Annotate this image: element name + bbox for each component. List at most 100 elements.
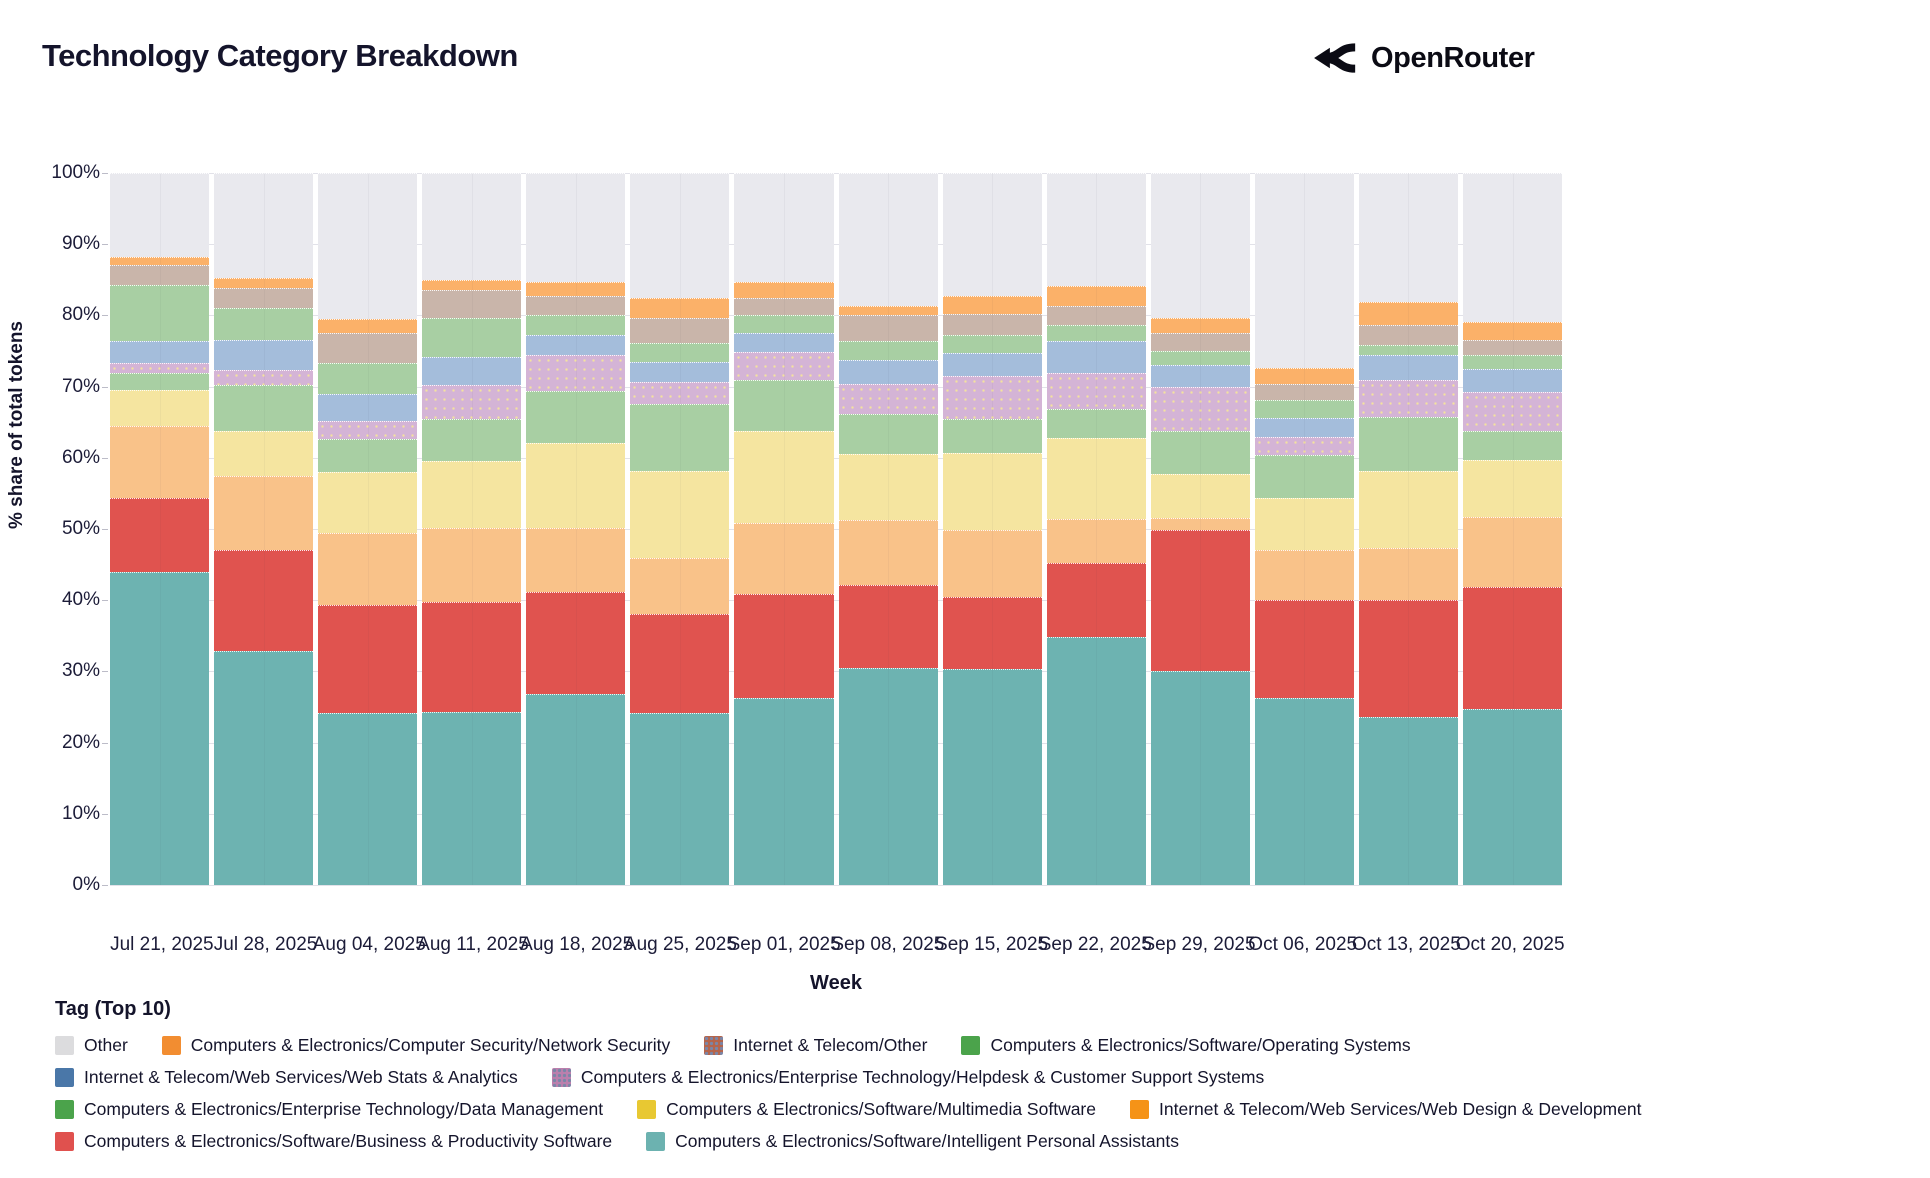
bar-segment[interactable]	[734, 593, 834, 698]
bar-segment[interactable]	[110, 571, 210, 885]
bar-segment[interactable]	[110, 373, 210, 391]
legend-item[interactable]: Computers & Electronics/Enterprise Techn…	[551, 1067, 1264, 1088]
bar-segment[interactable]	[526, 442, 626, 529]
bar-segment[interactable]	[942, 375, 1042, 420]
bar-segment[interactable]	[1046, 437, 1146, 520]
bar-segment[interactable]	[1463, 368, 1563, 393]
bar-segment[interactable]	[214, 308, 314, 341]
legend-item[interactable]: Computers & Electronics/Software/Operati…	[961, 1035, 1411, 1056]
bar-segment[interactable]	[1150, 474, 1250, 519]
bar-segment[interactable]	[1150, 431, 1250, 475]
bar-segment[interactable]	[422, 711, 522, 885]
bar-segment[interactable]	[734, 523, 834, 594]
bar-segment[interactable]	[1463, 173, 1563, 322]
bar-segment[interactable]	[734, 332, 834, 353]
bar-segment[interactable]	[734, 315, 834, 333]
bar-segment[interactable]	[526, 390, 626, 443]
bar-segment[interactable]	[526, 295, 626, 316]
bar-segment[interactable]	[1463, 339, 1563, 356]
bar-segment[interactable]	[942, 668, 1042, 885]
bar-segment[interactable]	[1150, 318, 1250, 333]
bar-segment[interactable]	[110, 363, 210, 374]
bar-segment[interactable]	[838, 173, 938, 306]
bar-segment[interactable]	[1046, 563, 1146, 638]
bar-segment[interactable]	[1358, 379, 1459, 417]
bar-segment[interactable]	[734, 379, 834, 432]
bar-segment[interactable]	[1046, 637, 1146, 885]
bar-segment[interactable]	[1358, 173, 1459, 302]
bar-segment[interactable]	[1150, 173, 1250, 319]
bar-segment[interactable]	[110, 173, 210, 258]
bar-segment[interactable]	[526, 355, 626, 391]
bar-segment[interactable]	[526, 282, 626, 296]
bar-segment[interactable]	[422, 289, 522, 318]
bar-segment[interactable]	[1254, 600, 1354, 698]
bar-segment[interactable]	[630, 362, 730, 383]
bar-segment[interactable]	[630, 342, 730, 363]
bar-segment[interactable]	[526, 335, 626, 356]
bar-segment[interactable]	[838, 667, 938, 885]
bar-segment[interactable]	[1358, 355, 1459, 380]
bar-segment[interactable]	[838, 520, 938, 586]
bar-segment[interactable]	[318, 420, 418, 439]
bar-segment[interactable]	[942, 597, 1042, 669]
legend-item[interactable]: Internet & Telecom/Other	[704, 1035, 927, 1056]
bar-segment[interactable]	[318, 532, 418, 605]
bar-segment[interactable]	[422, 173, 522, 280]
bar-segment[interactable]	[422, 419, 522, 462]
bar-segment[interactable]	[318, 472, 418, 533]
bar-segment[interactable]	[1046, 325, 1146, 342]
bar-segment[interactable]	[942, 334, 1042, 354]
bar-segment[interactable]	[1254, 173, 1354, 369]
bar-segment[interactable]	[1046, 409, 1146, 438]
bar-segment[interactable]	[1254, 697, 1354, 885]
legend-item[interactable]: Computers & Electronics/Software/Busines…	[55, 1131, 612, 1152]
bar-segment[interactable]	[1150, 518, 1250, 531]
bar-segment[interactable]	[526, 173, 626, 283]
legend-item[interactable]: Computers & Electronics/Software/Intelli…	[646, 1131, 1179, 1152]
bar-segment[interactable]	[1358, 470, 1459, 549]
bar-segment[interactable]	[630, 557, 730, 614]
legend-item[interactable]: Computers & Electronics/Software/Multime…	[637, 1099, 1096, 1120]
bar-segment[interactable]	[1358, 416, 1459, 471]
bar-segment[interactable]	[942, 295, 1042, 315]
bar-segment[interactable]	[1254, 399, 1354, 418]
bar-segment[interactable]	[1254, 418, 1354, 437]
bar-segment[interactable]	[214, 288, 314, 309]
bar-segment[interactable]	[942, 314, 1042, 335]
bar-segment[interactable]	[630, 471, 730, 558]
bar-segment[interactable]	[734, 298, 834, 316]
bar-segment[interactable]	[1046, 373, 1146, 410]
bar-segment[interactable]	[1463, 392, 1563, 432]
bar-segment[interactable]	[942, 173, 1042, 296]
bar-segment[interactable]	[1463, 459, 1563, 517]
bar-segment[interactable]	[318, 319, 418, 334]
bar-segment[interactable]	[318, 363, 418, 394]
bar-segment[interactable]	[318, 604, 418, 714]
bar-segment[interactable]	[942, 353, 1042, 376]
bar-segment[interactable]	[734, 431, 834, 524]
bar-segment[interactable]	[1463, 709, 1563, 885]
bar-segment[interactable]	[110, 284, 210, 342]
bar-segment[interactable]	[110, 390, 210, 426]
bar-segment[interactable]	[526, 694, 626, 885]
bar-segment[interactable]	[1254, 498, 1354, 551]
legend-item[interactable]: Computers & Electronics/Enterprise Techn…	[55, 1099, 603, 1120]
bar-segment[interactable]	[1046, 341, 1146, 374]
bar-segment[interactable]	[1358, 345, 1459, 356]
bar-segment[interactable]	[422, 317, 522, 358]
bar-segment[interactable]	[1150, 332, 1250, 352]
bar-segment[interactable]	[838, 305, 938, 316]
bar-segment[interactable]	[422, 601, 522, 712]
bar-segment[interactable]	[1254, 383, 1354, 400]
bar-segment[interactable]	[110, 264, 210, 285]
bar-segment[interactable]	[1358, 716, 1459, 885]
bar-segment[interactable]	[838, 414, 938, 454]
bar-segment[interactable]	[838, 315, 938, 342]
bar-segment[interactable]	[1046, 519, 1146, 564]
bar-segment[interactable]	[734, 173, 834, 283]
bar-segment[interactable]	[630, 298, 730, 318]
bar-segment[interactable]	[630, 404, 730, 472]
bar-segment[interactable]	[110, 257, 210, 265]
bar-segment[interactable]	[1463, 431, 1563, 460]
